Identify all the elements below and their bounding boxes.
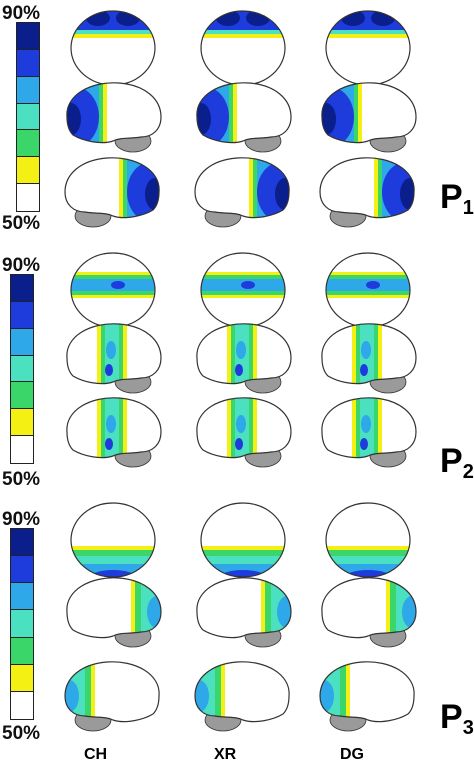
colorbar-2 (10, 274, 34, 464)
brain-top-view (325, 252, 411, 328)
colorbar-swatch (11, 355, 33, 383)
brain-top-view (70, 502, 156, 578)
colorbar-swatch (17, 23, 39, 50)
panel-label-p2: P2 (440, 442, 474, 483)
brain-lateral-view (196, 577, 292, 648)
panel-label-p3: P3 (440, 698, 474, 739)
brain-lateral-view (321, 323, 417, 394)
brain-lateral-view (196, 397, 292, 468)
colorbar-1-bottom-label: 50% (2, 213, 41, 234)
colorbar-3-bottom-label: 50% (2, 723, 41, 744)
colorbar-1 (16, 22, 40, 212)
brain-lateral-view (66, 82, 162, 153)
colorbar-1-top-label: 90% (2, 3, 41, 24)
brain-lateral-view (194, 661, 290, 732)
column-label-dg: DG (340, 746, 364, 763)
colorbar-swatch (11, 436, 33, 463)
brain-lateral-view (64, 661, 160, 732)
brain-lateral-view (319, 661, 415, 732)
colorbar-swatch (11, 328, 33, 356)
brain-lateral-view (194, 157, 290, 228)
colorbar-swatch (11, 529, 33, 557)
colorbar-swatch (17, 49, 39, 77)
brain-top-view (200, 502, 286, 578)
colorbar-swatch (11, 301, 33, 329)
colorbar-swatch (11, 691, 33, 719)
colorbar-swatch (17, 130, 39, 158)
brain-lateral-view (321, 82, 417, 153)
brain-lateral-view (319, 157, 415, 228)
brain-lateral-view (321, 397, 417, 468)
brain-lateral-view (66, 397, 162, 468)
brain-lateral-view (321, 577, 417, 648)
brain-lateral-view (66, 323, 162, 394)
brain-lateral-view (64, 157, 160, 228)
colorbar-3-top-label: 90% (2, 509, 41, 530)
brain-top-view (70, 10, 156, 86)
brain-top-view (200, 10, 286, 86)
brain-top-view (325, 502, 411, 578)
column-label-ch: CH (84, 746, 108, 763)
colorbar-swatch (17, 76, 39, 104)
panel-label-p1: P1 (440, 178, 474, 219)
colorbar-swatch (17, 184, 39, 211)
colorbar-swatch (11, 610, 33, 638)
colorbar-swatch (11, 556, 33, 584)
brain-lateral-view (196, 82, 292, 153)
colorbar-2-top-label: 90% (2, 255, 41, 276)
colorbar-swatch (17, 157, 39, 185)
brain-lateral-view (66, 577, 162, 648)
colorbar-swatch (11, 382, 33, 410)
colorbar-swatch (17, 103, 39, 131)
brain-top-view (70, 252, 156, 328)
colorbar-swatch (11, 637, 33, 665)
colorbar-swatch (11, 275, 33, 302)
colorbar-swatch (11, 583, 33, 611)
brain-top-view (325, 10, 411, 86)
colorbar-swatch (11, 664, 33, 692)
colorbar-swatch (11, 409, 33, 437)
brain-top-view (200, 252, 286, 328)
brain-lateral-view (196, 323, 292, 394)
colorbar-2-bottom-label: 50% (2, 469, 41, 490)
column-label-xr: XR (214, 746, 237, 763)
colorbar-3 (10, 528, 34, 720)
